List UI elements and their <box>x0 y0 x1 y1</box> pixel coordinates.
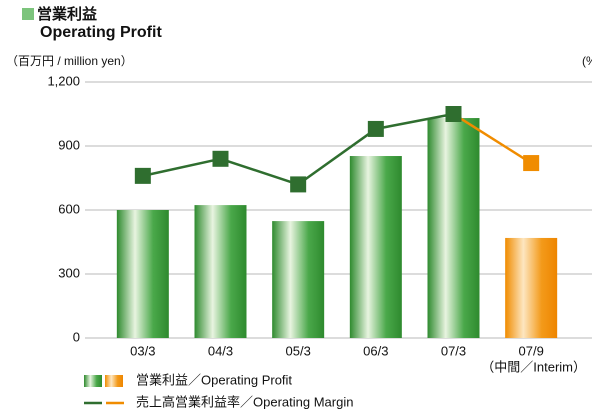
legend-label: 売上高営業利益率／Operating Margin <box>136 394 353 409</box>
bar <box>427 118 480 338</box>
x-tick-label: 06/3 <box>363 343 388 358</box>
x-annotation: （中間／Interim） <box>481 359 586 374</box>
x-tick-label: 03/3 <box>130 343 155 358</box>
chart-title: 営業利益 <box>37 5 97 23</box>
y2-axis-label: (%) <box>582 54 592 68</box>
line-segment <box>375 112 454 131</box>
bar <box>194 205 247 338</box>
y-axis-label: （百万円 / million yen） <box>6 54 133 68</box>
x-tick-label: 04/3 <box>208 343 233 358</box>
y-tick-label: 1,200 <box>47 73 80 88</box>
line-segment <box>142 157 221 178</box>
line-marker <box>290 176 307 193</box>
line-marker <box>523 155 540 172</box>
chart-subtitle: Operating Profit <box>40 24 162 41</box>
bar <box>505 237 558 338</box>
title-icon <box>22 8 34 20</box>
legend-swatch <box>84 375 102 387</box>
line-marker <box>212 150 229 167</box>
bar <box>116 210 169 338</box>
x-tick-label: 07/9 <box>519 343 544 358</box>
line-marker <box>134 167 151 184</box>
bar <box>272 221 325 338</box>
y-tick-label: 300 <box>58 265 80 280</box>
x-tick-label: 07/3 <box>441 343 466 358</box>
y-tick-label: 0 <box>73 329 80 344</box>
legend-label: 営業利益／Operating Profit <box>136 372 292 387</box>
bar <box>349 156 402 338</box>
y-tick-label: 600 <box>58 201 80 216</box>
line-segment <box>220 157 299 186</box>
line-segment <box>452 112 532 165</box>
line-marker <box>445 106 462 122</box>
line-marker <box>367 120 384 137</box>
y-tick-label: 900 <box>58 137 80 152</box>
x-tick-label: 05/3 <box>286 343 311 358</box>
legend-swatch <box>105 375 123 387</box>
line-segment <box>297 127 377 186</box>
